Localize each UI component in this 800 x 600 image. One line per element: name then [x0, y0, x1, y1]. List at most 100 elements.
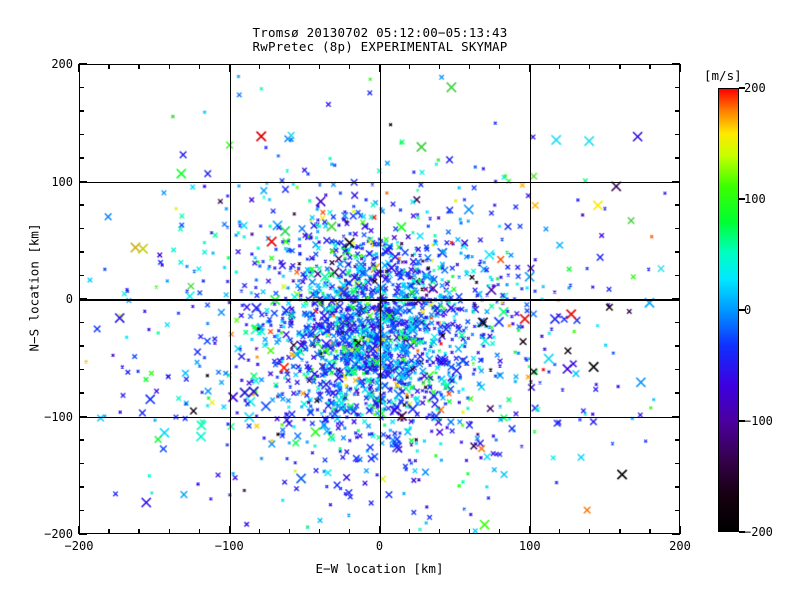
x-tick-minor-top — [168, 64, 170, 69]
colorbar-gradient — [718, 88, 739, 532]
y-tick-minor-right — [675, 157, 680, 159]
y-tick-minor-right — [675, 274, 680, 277]
y-tick-minor — [79, 462, 84, 465]
colorbar-tick-label: −200 — [744, 525, 773, 539]
scatter-points-layer — [80, 65, 679, 533]
x-tick-minor — [559, 529, 561, 534]
x-tick-minor-top — [348, 64, 351, 69]
y-tick-major-right — [672, 298, 680, 300]
x-tick-minor-top — [559, 64, 561, 69]
colorbar-tick — [739, 420, 745, 422]
title-line-1: Tromsø 20130702 05:12:00−05:13:43 — [252, 25, 508, 40]
x-tick-minor-top — [589, 64, 591, 69]
y-tick-major — [79, 63, 87, 65]
y-tick-minor — [79, 274, 84, 277]
y-tick-minor — [79, 86, 84, 89]
x-tick-label: −100 — [214, 539, 244, 553]
y-tick-minor — [79, 439, 84, 441]
x-tick-minor — [499, 529, 501, 534]
y-tick-minor-right — [675, 439, 680, 441]
colorbar-tick-label: 100 — [744, 192, 766, 206]
x-tick-minor-top — [469, 64, 471, 69]
x-tick-minor-top — [649, 64, 651, 69]
x-tick-minor — [138, 529, 140, 534]
x-tick-minor — [469, 529, 471, 534]
y-tick-label: 100 — [51, 174, 73, 189]
y-tick-minor — [79, 157, 84, 159]
x-tick-minor — [438, 529, 441, 534]
y-tick-minor — [79, 227, 84, 230]
x-tick-minor-top — [408, 64, 411, 69]
x-tick-minor — [589, 529, 591, 534]
y-tick-label: −200 — [44, 527, 73, 541]
y-tick-minor — [79, 204, 84, 206]
y-tick-minor — [79, 392, 84, 394]
colorbar-tick-label: 200 — [744, 81, 766, 95]
x-tick-minor — [168, 529, 170, 534]
y-tick-major-right — [672, 415, 680, 418]
x-tick-minor — [108, 529, 110, 534]
scatter-plot-area[interactable] — [79, 64, 680, 534]
x-tick-label: 200 — [669, 539, 691, 553]
x-tick-label: 100 — [518, 539, 541, 553]
y-tick-minor-right — [675, 110, 680, 112]
y-tick-minor — [79, 509, 84, 512]
y-tick-minor-right — [675, 227, 680, 230]
y-tick-label: −100 — [44, 409, 73, 424]
y-tick-minor-right — [675, 486, 680, 488]
x-tick-minor — [198, 529, 200, 534]
y-tick-major-right — [672, 533, 680, 535]
y-tick-minor — [79, 345, 84, 347]
x-tick-major-top — [78, 64, 80, 72]
x-tick-major-top — [679, 64, 681, 72]
colorbar-unit-label: [m/s] — [704, 68, 742, 83]
x-tick-major — [679, 526, 681, 534]
x-tick-minor-top — [619, 64, 621, 69]
x-tick-minor — [318, 529, 321, 534]
x-tick-major-top — [378, 64, 381, 72]
x-tick-major-top — [228, 64, 230, 72]
colorbar-tick — [739, 531, 745, 533]
y-tick-minor-right — [675, 368, 680, 371]
y-tick-minor-right — [675, 345, 680, 347]
y-tick-minor-right — [675, 321, 680, 324]
y-tick-minor — [79, 321, 84, 324]
x-tick-minor-top — [258, 64, 260, 69]
y-tick-minor-right — [675, 204, 680, 206]
x-tick-label: 0 — [375, 539, 384, 553]
y-tick-major-right — [672, 180, 680, 183]
x-tick-major — [529, 526, 531, 534]
title-line-2: RwPretec (8p) EXPERIMENTAL SKYMAP — [252, 39, 508, 54]
y-tick-minor — [79, 133, 84, 136]
x-tick-minor — [288, 529, 290, 534]
x-tick-minor-top — [438, 64, 441, 69]
y-tick-minor — [79, 110, 84, 112]
x-tick-minor-top — [499, 64, 501, 69]
x-tick-minor — [258, 529, 260, 534]
x-tick-minor-top — [138, 64, 140, 69]
y-tick-label: 0 — [65, 292, 73, 306]
x-tick-major — [78, 526, 80, 534]
x-tick-major-top — [529, 64, 531, 72]
plot-title: Tromsø 20130702 05:12:00−05:13:43 RwPret… — [0, 26, 760, 54]
colorbar-tick-label: −100 — [744, 414, 773, 428]
x-axis-title: E−W location [km] — [315, 561, 444, 576]
x-tick-minor — [649, 529, 651, 534]
x-tick-minor-top — [108, 64, 110, 69]
y-tick-minor — [79, 251, 84, 253]
y-tick-major — [79, 533, 87, 535]
y-tick-minor — [79, 486, 84, 488]
y-tick-minor-right — [675, 462, 680, 465]
colorbar-tick-label: 0 — [744, 303, 752, 317]
colorbar[interactable] — [718, 88, 739, 532]
x-tick-minor-top — [198, 64, 200, 69]
y-tick-minor-right — [675, 86, 680, 89]
y-axis-title: N−S location [km] — [26, 223, 42, 352]
y-tick-minor-right — [675, 251, 680, 253]
x-tick-minor — [348, 529, 351, 534]
y-tick-major — [79, 298, 87, 300]
y-tick-major — [79, 180, 87, 183]
x-tick-minor-top — [318, 64, 321, 69]
colorbar-tick — [739, 309, 745, 311]
x-tick-minor-top — [288, 64, 290, 69]
